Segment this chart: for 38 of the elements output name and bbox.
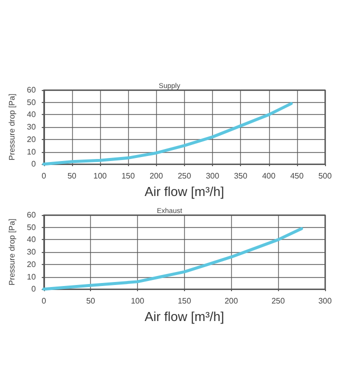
- y-tick-label: 20: [26, 260, 36, 269]
- x-tick-label: 400: [262, 172, 276, 181]
- y-tick-label: 50: [26, 98, 36, 107]
- y-tick-label: 0: [31, 160, 36, 169]
- x-axis-title: Air flow [m³/h]: [144, 309, 224, 324]
- x-tick-label: 0: [42, 296, 47, 306]
- y-axis-title: Pressure drop [Pa]: [8, 94, 16, 160]
- x-tick-label: 100: [130, 296, 145, 306]
- y-axis-title: Pressure drop [Pa]: [8, 218, 16, 286]
- line-series: [42, 102, 293, 166]
- y-tick-label: 60: [26, 210, 36, 220]
- x-tick-label: 200: [150, 172, 164, 181]
- y-tick-label: 0: [31, 284, 36, 294]
- x-tick-label: 150: [178, 296, 192, 306]
- x-tick-label: 300: [206, 172, 220, 181]
- y-tick-label: 30: [26, 122, 36, 132]
- x-tick-label: 50: [67, 172, 77, 181]
- x-tick-label: 250: [178, 172, 192, 181]
- y-tick-label: 10: [26, 147, 36, 156]
- x-tick-label: 250: [271, 296, 286, 306]
- x-tick-label: 50: [86, 296, 96, 306]
- x-tick-label: 100: [93, 172, 108, 181]
- x-tick-label: 200: [224, 296, 238, 306]
- x-tick-label: 0: [42, 172, 47, 181]
- y-tick-label: 40: [26, 110, 36, 120]
- x-axis-title: Air flow [m³/h]: [144, 184, 224, 199]
- y-tick-label: 30: [26, 248, 36, 257]
- line-series: [42, 227, 304, 291]
- x-tick-label: 500: [318, 172, 332, 181]
- x-tick-label: 150: [121, 172, 136, 181]
- y-tick-label: 40: [26, 235, 36, 244]
- y-tick-label: 60: [26, 86, 36, 94]
- y-tick-label: 20: [26, 134, 36, 144]
- x-tick-label: 300: [318, 296, 332, 306]
- x-tick-label: 350: [234, 172, 248, 181]
- y-tick-label: 50: [26, 222, 36, 232]
- x-tick-label: 450: [290, 172, 304, 181]
- y-tick-label: 10: [26, 272, 36, 282]
